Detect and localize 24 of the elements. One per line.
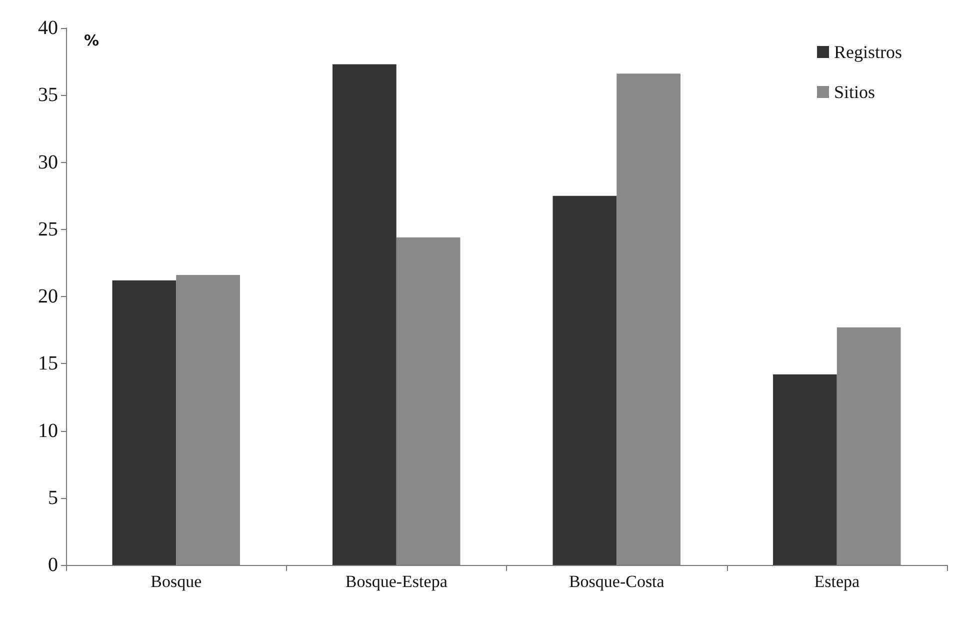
- bar: [836, 327, 901, 565]
- y-axis-title: %: [84, 32, 100, 50]
- bar: [616, 74, 680, 565]
- x-tick-label: Bosque: [150, 572, 202, 591]
- y-tick-label: 40: [38, 17, 58, 39]
- legend-label: Sitios: [834, 82, 876, 102]
- y-tick-label: 10: [38, 420, 58, 442]
- y-tick-label: 30: [38, 151, 58, 174]
- y-tick-label: 15: [38, 352, 58, 375]
- y-tick-label: 20: [38, 286, 58, 308]
- y-tick-label: 35: [38, 84, 58, 106]
- y-tick-label: 0: [48, 554, 58, 576]
- y-tick-label: 25: [38, 218, 58, 240]
- legend-label: Registros: [834, 42, 902, 62]
- bar: [396, 237, 460, 565]
- bar: [112, 280, 176, 565]
- bar: [332, 64, 396, 565]
- bar: [552, 196, 617, 565]
- x-tick-label: Estepa: [814, 572, 860, 591]
- y-tick-label: 5: [48, 486, 58, 509]
- x-tick-label: Bosque-Estepa: [345, 572, 448, 591]
- bar: [773, 374, 837, 565]
- bar: [176, 275, 240, 565]
- x-tick-label: Bosque-Costa: [568, 572, 665, 591]
